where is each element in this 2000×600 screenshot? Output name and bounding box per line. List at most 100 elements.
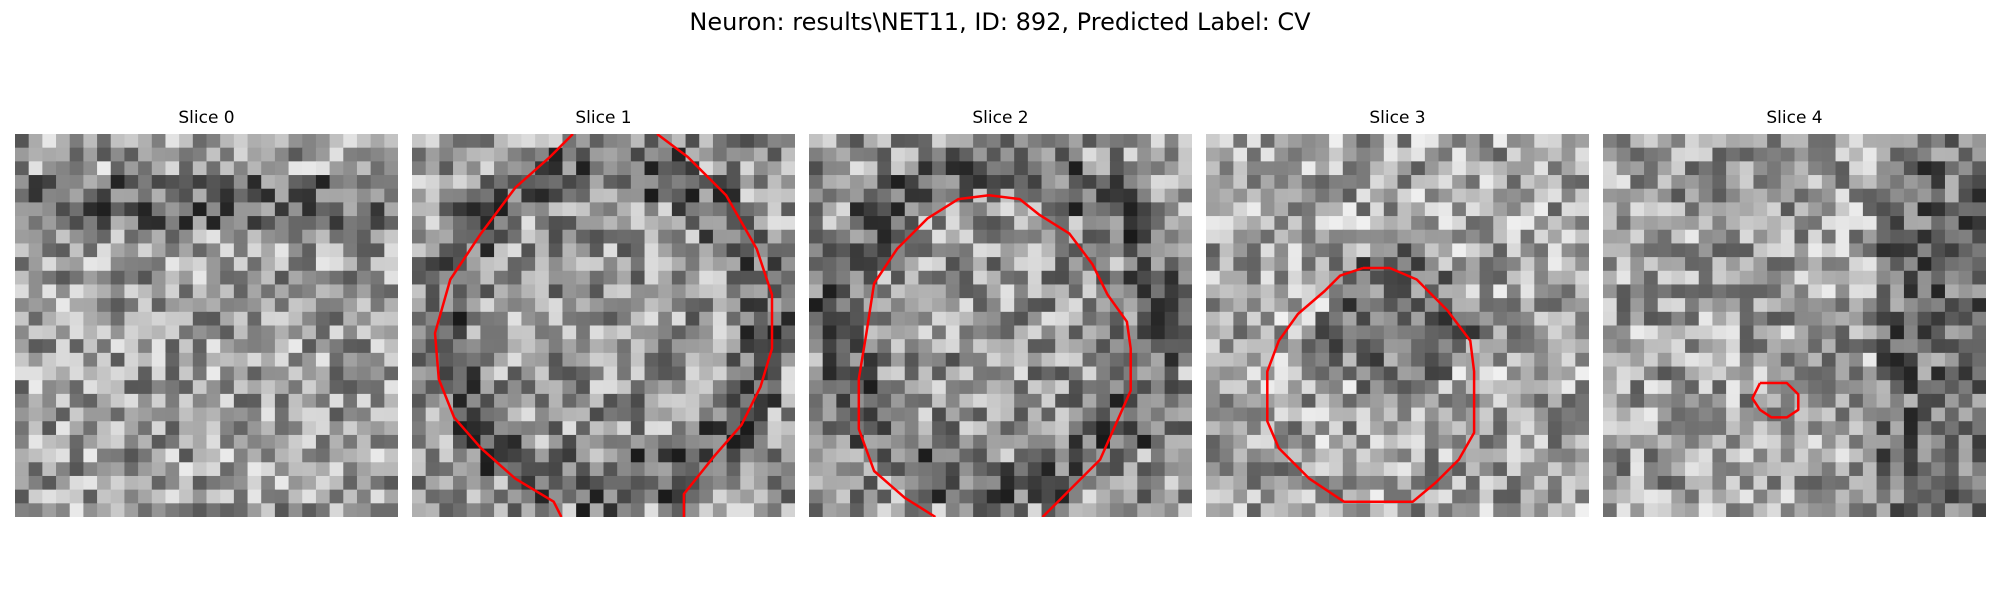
image-pixel bbox=[904, 434, 920, 450]
image-pixel bbox=[1780, 298, 1796, 313]
image-pixel bbox=[658, 257, 673, 272]
image-pixel bbox=[1438, 298, 1453, 313]
image-pixel bbox=[1383, 188, 1399, 203]
image-pixel bbox=[1862, 489, 1878, 504]
image-pixel bbox=[1808, 325, 1823, 340]
image-pixel bbox=[1712, 229, 1727, 245]
image-pixel bbox=[233, 216, 249, 231]
image-pixel bbox=[507, 407, 523, 422]
image-pixel bbox=[412, 325, 427, 340]
image-pixel bbox=[1219, 257, 1234, 272]
image-pixel bbox=[891, 202, 906, 217]
image-pixel bbox=[589, 311, 605, 327]
image-pixel bbox=[370, 503, 385, 517]
image-pixel bbox=[1055, 147, 1070, 162]
image-pixel bbox=[302, 421, 317, 436]
image-pixel bbox=[425, 448, 440, 463]
image-pixel bbox=[576, 175, 591, 190]
image-pixel bbox=[1137, 216, 1152, 231]
image-pixel bbox=[1657, 380, 1672, 395]
image-pixel bbox=[548, 284, 564, 299]
image-pixel bbox=[1096, 475, 1111, 491]
image-pixel bbox=[630, 325, 646, 340]
image-pixel bbox=[1329, 243, 1344, 258]
image-pixel bbox=[617, 229, 632, 245]
image-pixel bbox=[986, 161, 1002, 176]
image-pixel bbox=[288, 257, 303, 272]
image-pixel bbox=[247, 161, 262, 176]
image-pixel bbox=[1329, 503, 1344, 517]
image-pixel bbox=[165, 175, 180, 190]
image-pixel bbox=[1903, 380, 1919, 395]
image-pixel bbox=[356, 134, 372, 149]
image-pixel bbox=[124, 325, 139, 340]
image-pixel bbox=[1247, 257, 1262, 272]
image-pixel bbox=[1164, 489, 1179, 504]
image-pixel bbox=[1397, 448, 1412, 463]
image-pixel bbox=[1849, 298, 1864, 313]
image-pixel bbox=[1712, 325, 1727, 340]
image-pixel bbox=[233, 243, 249, 258]
image-pixel bbox=[1342, 298, 1358, 313]
image-pixel bbox=[1109, 503, 1125, 517]
image-pixel bbox=[83, 475, 98, 491]
image-pixel bbox=[1685, 407, 1700, 422]
image-pixel bbox=[1288, 161, 1303, 176]
image-pixel bbox=[1712, 311, 1727, 327]
image-pixel bbox=[1479, 325, 1494, 340]
image-pixel bbox=[1424, 475, 1440, 491]
image-pixel bbox=[1247, 503, 1262, 517]
image-pixel bbox=[1849, 407, 1864, 422]
image-pixel bbox=[302, 134, 317, 149]
image-pixel bbox=[617, 243, 632, 258]
image-pixel bbox=[850, 147, 865, 162]
image-pixel bbox=[343, 489, 358, 504]
image-pixel bbox=[69, 161, 84, 176]
image-pixel bbox=[1452, 462, 1467, 477]
image-pixel bbox=[850, 407, 865, 422]
image-pixel bbox=[548, 298, 564, 313]
image-pixel bbox=[206, 325, 221, 340]
image-pixel bbox=[630, 448, 646, 463]
image-pixel bbox=[1424, 216, 1440, 231]
image-pixel bbox=[343, 161, 358, 176]
image-pixel bbox=[1712, 243, 1727, 258]
image-pixel bbox=[220, 339, 235, 354]
image-pixel bbox=[1603, 434, 1618, 450]
image-pixel bbox=[1164, 134, 1179, 149]
image-pixel bbox=[1876, 339, 1891, 354]
image-pixel bbox=[1164, 434, 1179, 450]
image-pixel bbox=[1972, 393, 1986, 409]
image-pixel bbox=[1849, 284, 1864, 299]
image-pixel bbox=[329, 229, 344, 245]
image-pixel bbox=[1534, 243, 1549, 258]
image-pixel bbox=[809, 448, 824, 463]
image-pixel bbox=[1055, 393, 1070, 409]
image-pixel bbox=[1547, 147, 1563, 162]
image-pixel bbox=[1726, 380, 1741, 395]
image-pixel bbox=[1342, 489, 1358, 504]
image-pixel bbox=[685, 257, 700, 272]
image-pixel bbox=[1575, 311, 1589, 327]
image-pixel bbox=[959, 421, 974, 436]
image-pixel bbox=[1329, 339, 1344, 354]
image-pixel bbox=[603, 311, 618, 327]
image-pixel bbox=[850, 366, 865, 381]
image-pixel bbox=[753, 325, 769, 340]
image-pixel bbox=[412, 475, 427, 491]
image-pixel bbox=[1794, 175, 1809, 190]
image-pixel bbox=[370, 462, 385, 477]
image-pixel bbox=[507, 161, 523, 176]
image-pixel bbox=[1438, 489, 1453, 504]
image-pixel bbox=[1506, 434, 1522, 450]
image-pixel bbox=[1424, 202, 1440, 217]
image-pixel bbox=[329, 421, 344, 436]
image-pixel bbox=[1862, 352, 1878, 368]
image-pixel bbox=[589, 298, 605, 313]
image-pixel bbox=[480, 475, 495, 491]
image-pixel bbox=[1767, 257, 1782, 272]
image-pixel bbox=[658, 202, 673, 217]
image-pixel bbox=[918, 489, 933, 504]
image-pixel bbox=[1219, 270, 1234, 286]
image-pixel bbox=[1876, 434, 1891, 450]
